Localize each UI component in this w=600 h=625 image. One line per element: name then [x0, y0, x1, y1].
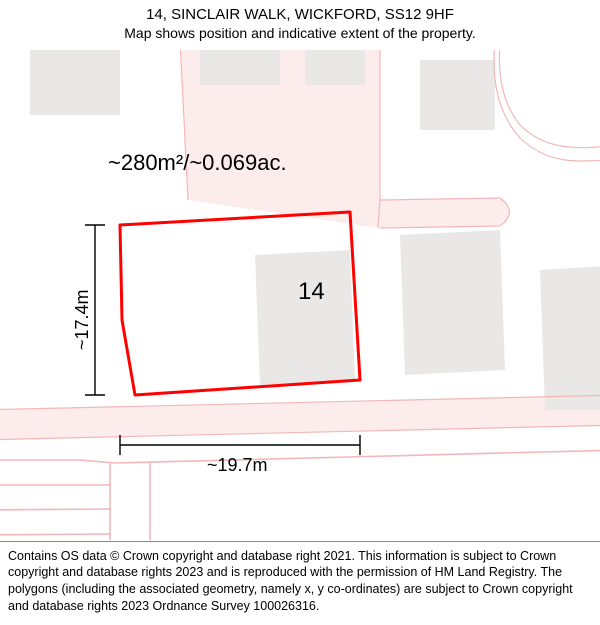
page-subtitle: Map shows position and indicative extent… [0, 25, 600, 41]
map-area: ~280m²/~0.069ac. ~17.4m ~19.7m 14 [0, 50, 600, 540]
area-label: ~280m²/~0.069ac. [108, 150, 287, 176]
width-label: ~19.7m [207, 455, 268, 476]
house-number: 14 [298, 278, 325, 306]
page: 14, SINCLAIR WALK, WICKFORD, SS12 9HF Ma… [0, 0, 600, 625]
height-label: ~17.4m [72, 289, 93, 350]
page-title: 14, SINCLAIR WALK, WICKFORD, SS12 9HF [0, 6, 600, 23]
footer-copyright: Contains OS data © Crown copyright and d… [0, 541, 600, 625]
header: 14, SINCLAIR WALK, WICKFORD, SS12 9HF Ma… [0, 0, 600, 41]
